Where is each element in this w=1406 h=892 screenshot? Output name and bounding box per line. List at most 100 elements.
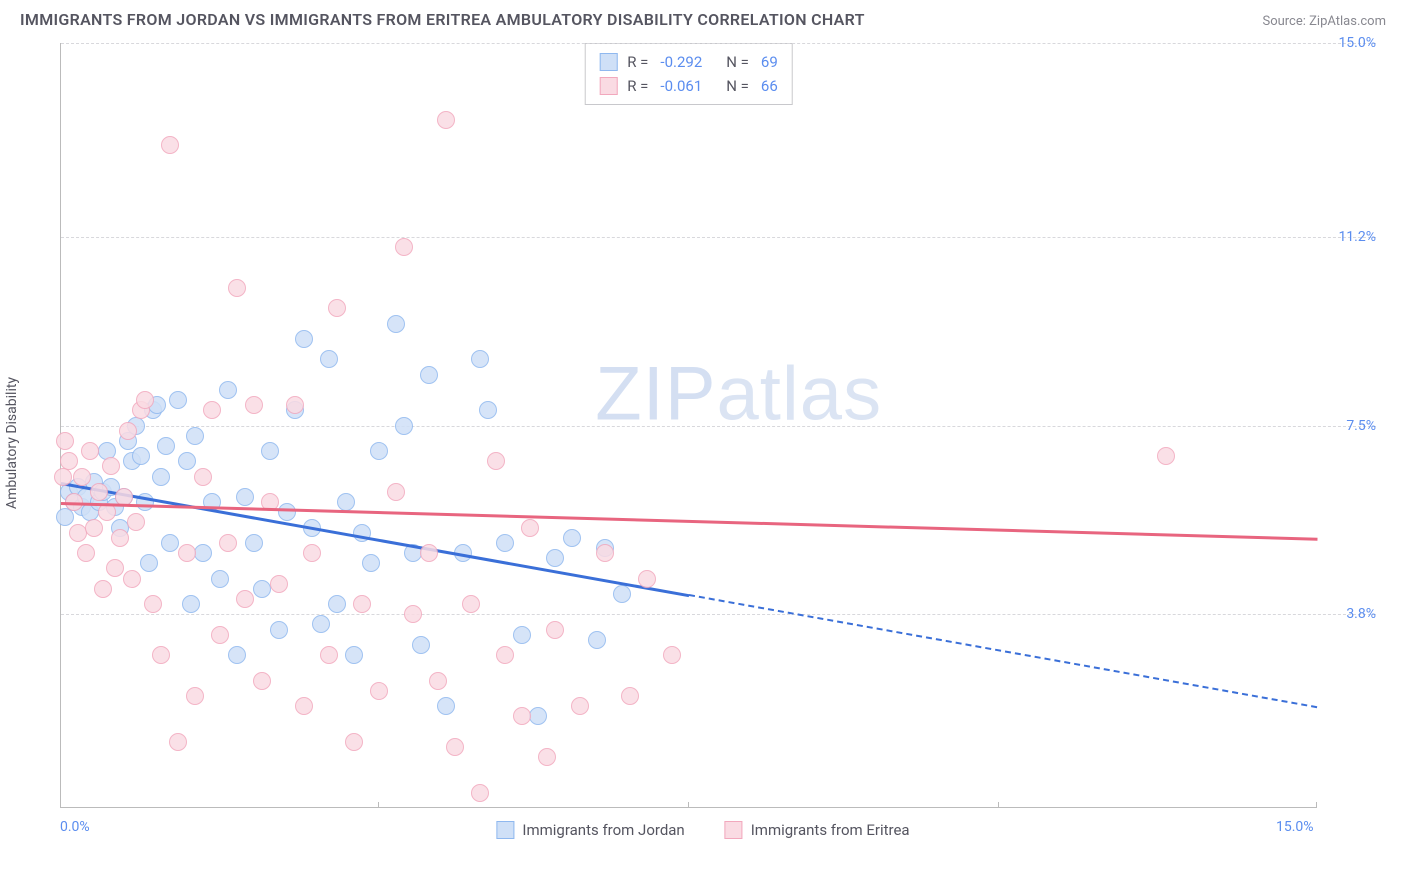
stats-row: R =-0.061N =66 [599, 74, 778, 98]
y-tick-label: 15.0% [1338, 35, 1376, 51]
scatter-point [571, 697, 589, 715]
scatter-point [613, 585, 631, 603]
legend-swatch [725, 821, 743, 839]
scatter-point [186, 427, 204, 445]
scatter-point [596, 544, 614, 562]
watermark-thin: atlas [717, 352, 883, 437]
legend-swatch [599, 53, 617, 71]
y-tick-label: 11.2% [1338, 229, 1376, 245]
scatter-point [278, 503, 296, 521]
scatter-point [169, 391, 187, 409]
chart-container: Ambulatory Disability ZIPatlas R =-0.292… [20, 33, 1386, 853]
scatter-point [236, 488, 254, 506]
scatter-point [345, 646, 363, 664]
scatter-point [245, 534, 263, 552]
x-tick-mark [378, 802, 379, 808]
scatter-point [56, 508, 74, 526]
scatter-point [362, 554, 380, 572]
scatter-point [462, 595, 480, 613]
scatter-point [127, 513, 145, 531]
scatter-point [136, 391, 154, 409]
scatter-point [123, 570, 141, 588]
scatter-point [471, 784, 489, 802]
scatter-point [546, 621, 564, 639]
legend-label: Immigrants from Eritrea [751, 821, 910, 839]
scatter-point [77, 544, 95, 562]
scatter-point [387, 483, 405, 501]
scatter-point [132, 447, 150, 465]
x-tick-mark [1316, 802, 1317, 808]
scatter-point [157, 437, 175, 455]
x-tick-mark [688, 802, 689, 808]
scatter-point [270, 621, 288, 639]
scatter-point [219, 534, 237, 552]
scatter-point [420, 544, 438, 562]
scatter-point [521, 519, 539, 537]
scatter-point [370, 682, 388, 700]
scatter-point [538, 748, 556, 766]
scatter-point [178, 544, 196, 562]
scatter-point [253, 672, 271, 690]
scatter-point [119, 422, 137, 440]
scatter-point [270, 575, 288, 593]
scatter-point [513, 707, 531, 725]
r-label: R = [627, 50, 648, 74]
scatter-point [412, 636, 430, 654]
y-axis-label: Ambulatory Disability [4, 377, 20, 509]
scatter-point [106, 559, 124, 577]
scatter-point [496, 534, 514, 552]
scatter-point [529, 707, 547, 725]
bottom-legend: Immigrants from Jordan Immigrants from Er… [496, 821, 909, 839]
scatter-point [211, 570, 229, 588]
scatter-point [295, 330, 313, 348]
legend-item: Immigrants from Jordan [496, 821, 684, 839]
scatter-point [54, 468, 72, 486]
scatter-point [186, 687, 204, 705]
scatter-point [73, 468, 91, 486]
n-label: N = [726, 74, 749, 98]
scatter-point [219, 381, 237, 399]
scatter-point [182, 595, 200, 613]
scatter-point [446, 738, 464, 756]
scatter-point [320, 646, 338, 664]
stats-row: R =-0.292N =69 [599, 50, 778, 74]
trend-line-extrapolated [689, 594, 1317, 708]
scatter-point [194, 544, 212, 562]
scatter-point [437, 111, 455, 129]
legend-item: Immigrants from Eritrea [725, 821, 910, 839]
scatter-point [312, 615, 330, 633]
scatter-point [140, 554, 158, 572]
scatter-point [69, 524, 87, 542]
scatter-point [395, 238, 413, 256]
scatter-point [479, 401, 497, 419]
r-value: -0.061 [660, 74, 702, 98]
scatter-point [102, 457, 120, 475]
x-tick-mark [998, 802, 999, 808]
scatter-point [345, 733, 363, 751]
scatter-point [152, 468, 170, 486]
scatter-point [487, 452, 505, 470]
scatter-point [471, 350, 489, 368]
header-row: IMMIGRANTS FROM JORDAN VS IMMIGRANTS FRO… [20, 10, 1386, 29]
source-attribution: Source: ZipAtlas.com [1262, 14, 1386, 29]
scatter-point [387, 315, 405, 333]
legend-label: Immigrants from Jordan [522, 821, 684, 839]
scatter-point [337, 493, 355, 511]
scatter-point [111, 529, 129, 547]
scatter-point [295, 697, 313, 715]
scatter-point [303, 544, 321, 562]
scatter-point [194, 468, 212, 486]
scatter-point [663, 646, 681, 664]
scatter-point [161, 136, 179, 154]
gridline [61, 237, 1376, 238]
x-tick-label: 0.0% [60, 819, 90, 835]
scatter-point [621, 687, 639, 705]
scatter-point [178, 452, 196, 470]
scatter-point [144, 595, 162, 613]
scatter-point [169, 733, 187, 751]
stats-legend-box: R =-0.292N =69R =-0.061N =66 [584, 43, 793, 105]
r-label: R = [627, 74, 648, 98]
scatter-point [261, 442, 279, 460]
scatter-point [203, 401, 221, 419]
r-value: -0.292 [660, 50, 702, 74]
